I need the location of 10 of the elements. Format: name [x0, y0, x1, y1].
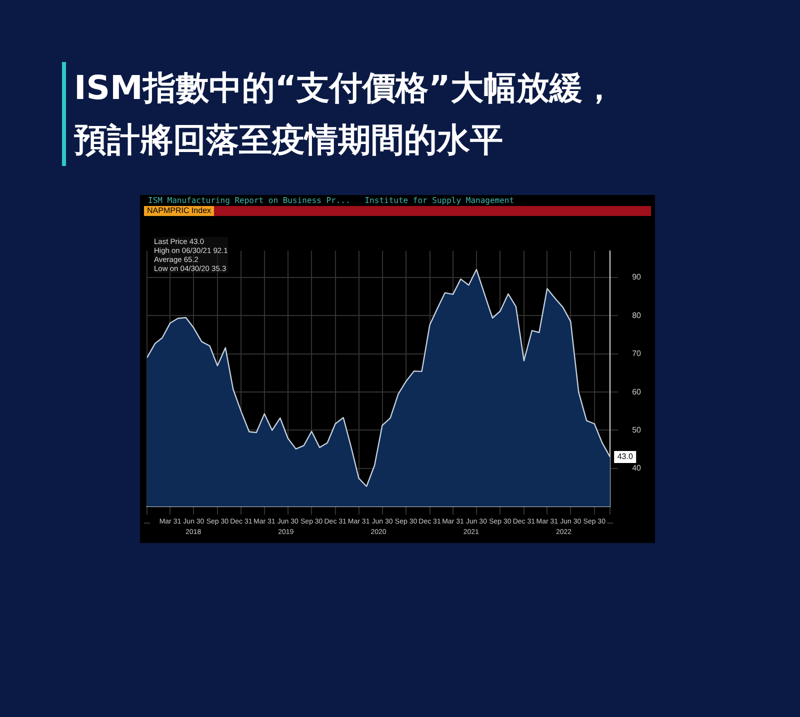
chart-title: ISM指數中的“支付價格”大幅放緩，預計將回落至疫情期間的水平 [62, 62, 639, 166]
y-tick-label: 80 [632, 310, 642, 320]
y-tick-label: 40 [632, 464, 642, 473]
y-tick-label: 70 [632, 349, 642, 358]
chart-subtitle: ISM Manufacturing Report on Business Pr... Institute for Supply Management [148, 196, 514, 205]
text: NAPMPRIC Index [144, 206, 214, 216]
y-tick-label: 90 [632, 272, 642, 282]
data-label: 43.0 [617, 452, 634, 462]
y-tick-label: 50 [632, 425, 642, 434]
y-tick-label: 60 [632, 387, 642, 396]
